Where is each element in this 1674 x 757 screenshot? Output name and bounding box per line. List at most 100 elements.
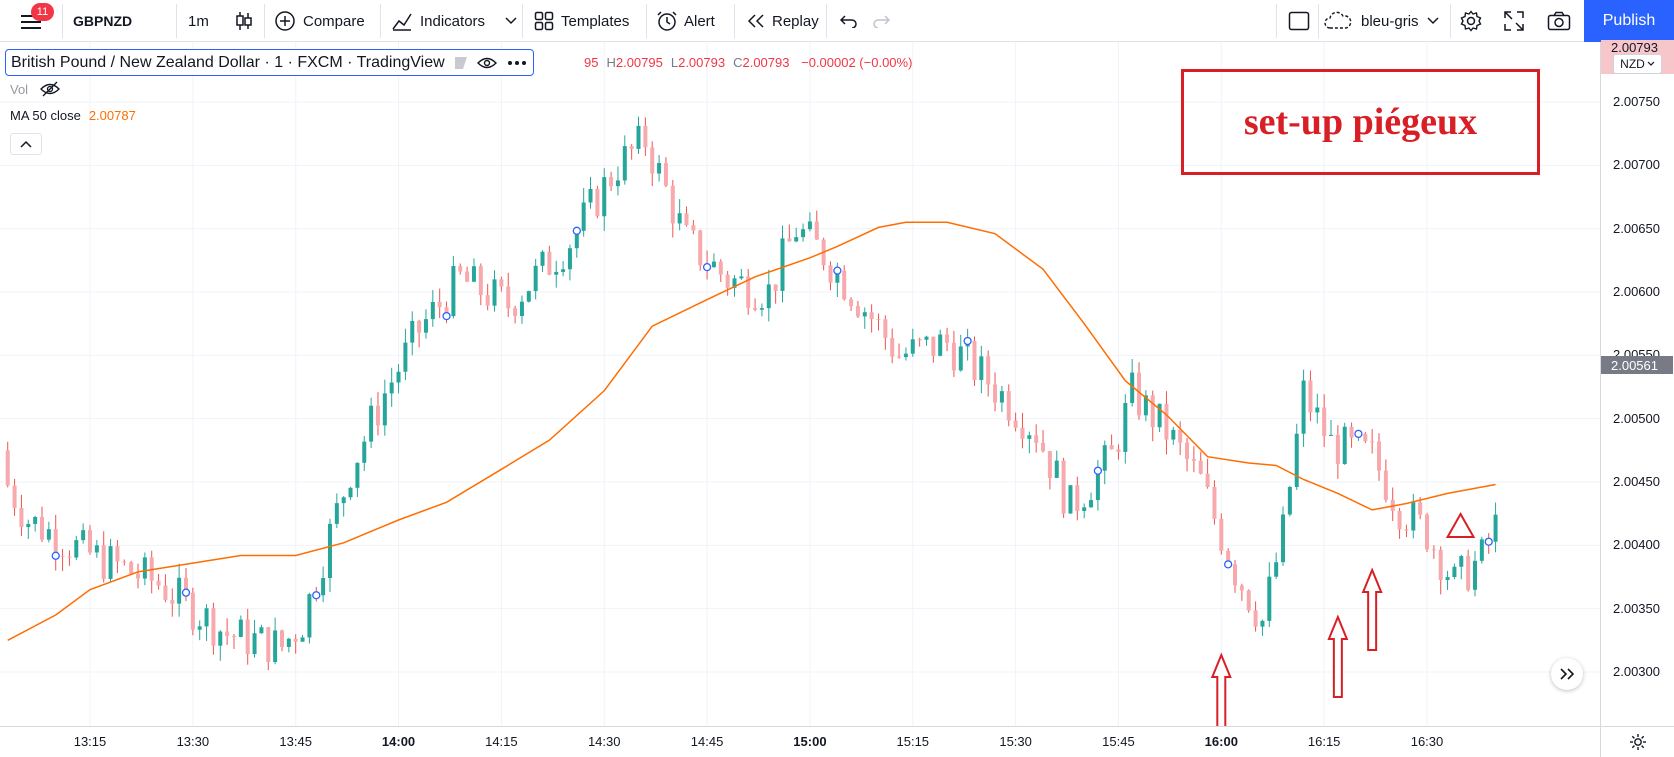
signal-dot [51,551,60,560]
ma-value: 2.00787 [88,108,136,123]
templates-button[interactable]: Templates [534,0,629,42]
ohlc-h-key: H [606,55,616,70]
candle-body [739,276,744,279]
alert-button[interactable]: Alert [656,0,715,42]
snapshot-button[interactable] [1547,0,1571,42]
time-tick: 14:30 [587,734,621,749]
symbol-search[interactable]: GBPNZD [73,13,133,29]
time-settings-button[interactable] [1600,726,1674,757]
candle-body [156,580,161,586]
candle-body [430,302,435,320]
indicators-button[interactable]: Indicators [391,0,485,42]
symbol-legend[interactable]: British Pound / New Zealand Dollar · 1 ·… [5,49,534,76]
ma-legend[interactable]: MA 50 close 2.00787 [10,108,136,123]
candle-body [183,577,188,593]
candle-body [1205,473,1210,487]
chevron-down-icon [1427,17,1439,25]
candle-body [1006,391,1011,421]
fullscreen-icon [1504,11,1524,31]
chart-type-button[interactable] [234,0,254,42]
replay-button[interactable]: Replay [746,0,819,42]
scroll-to-realtime-button[interactable] [1551,658,1583,690]
currency-button[interactable]: NZD [1613,54,1662,74]
candle-body [218,631,223,646]
annotation-box[interactable]: set-up piégeux [1181,69,1540,175]
volume-legend[interactable]: Vol [10,81,60,97]
price-tick: 2.00350 [1613,600,1660,616]
time-tick: 16:00 [1204,734,1238,749]
layout-button[interactable] [1288,0,1310,42]
candle-body [1089,500,1094,508]
fullscreen-button[interactable] [1504,0,1524,42]
candle-body [108,546,113,579]
time-scale[interactable]: 13:15 13:30 13:45 14:00 14:15 14:30 14:45 15:00… [0,726,1600,757]
candle-body [1294,433,1299,487]
candle-body [259,627,264,634]
time-tick: 15:15 [896,734,930,749]
candle-body [945,334,950,343]
price-tick: 2.00300 [1613,664,1660,679]
candle-body [807,221,812,230]
chart-pane[interactable] [0,42,1600,726]
indicators-dropdown[interactable] [505,0,517,42]
candle-body [1239,585,1244,591]
compare-button[interactable]: Compare [274,0,365,42]
interval-button[interactable]: 1m [188,12,209,30]
candle-body [595,188,600,217]
candle-body [993,384,998,403]
candle-body [458,266,463,272]
candle-body [629,146,634,149]
candle-body [1123,402,1128,452]
time-tick: 13:45 [279,734,312,749]
candle-body [773,284,778,291]
candle-body [1143,395,1148,416]
candle-body [787,238,792,242]
candle-body [293,638,298,642]
eye-icon[interactable] [476,56,497,70]
ohlc-change: −0.00002 (−0.00%) [801,55,913,70]
price-tick: 2.00400 [1613,537,1660,553]
candle-body [1438,549,1443,581]
candle-body [1322,407,1327,436]
candle-body [759,308,764,310]
candle-body [615,180,620,187]
candle-body [540,251,545,266]
candle-body [81,530,86,541]
candle-body [917,339,922,341]
candle-body [1493,514,1498,542]
candle-body [101,545,106,579]
publish-button[interactable]: Publish [1584,0,1674,42]
candle-body [478,266,483,296]
sun-gear-icon [1629,734,1646,750]
more-icon[interactable] [507,60,527,66]
candle-body [938,334,943,356]
collapse-legend-button[interactable] [10,133,42,155]
candle-body [636,125,641,149]
candle-body [554,271,559,275]
redo-button[interactable] [872,0,890,42]
candle-body [1150,395,1155,428]
flag-icon[interactable] [454,56,467,69]
red-up-arrow [1327,614,1349,698]
candle-body [883,319,888,338]
signal-dot [1224,560,1233,569]
settings-button[interactable] [1460,0,1482,42]
candle-body [1411,502,1416,531]
candle-body [1342,426,1347,465]
replay-label: Replay [772,12,819,30]
candle-body [53,529,58,556]
candle-body [369,405,374,442]
candle-body [273,630,278,663]
candle-body [506,286,511,309]
annotation-markers [1210,511,1476,726]
undo-button[interactable] [840,0,858,42]
eye-off-icon[interactable] [40,81,60,97]
price-scale[interactable]: 2.00793 NZD 2.00750 2.00700 2.00650 2.00600… [1600,40,1674,726]
save-layout-button[interactable]: bleu-gris [1323,0,1439,42]
candle-body [581,202,586,231]
candle-body [170,600,175,604]
candle-body [403,342,408,372]
candle-body [266,627,271,663]
annotation-text: set-up piégeux [1243,101,1478,143]
candle-body [1226,550,1231,565]
